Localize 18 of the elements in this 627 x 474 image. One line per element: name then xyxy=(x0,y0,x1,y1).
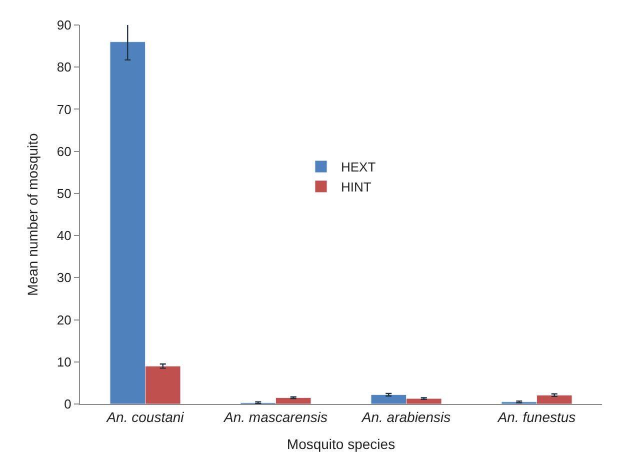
legend-label: HEXT xyxy=(341,160,376,175)
y-tick-label: 70 xyxy=(56,102,72,117)
y-tick-label: 90 xyxy=(56,18,72,33)
y-tick-label: 30 xyxy=(56,270,72,286)
x-tick-label: An. mascarensis xyxy=(223,408,328,425)
y-tick-label: 0 xyxy=(64,396,72,412)
y-tick-label: 80 xyxy=(56,60,72,75)
x-tick-label: An. funestus xyxy=(496,408,576,425)
y-tick-label: 40 xyxy=(56,228,72,244)
y-tick-label: 10 xyxy=(56,354,72,370)
x-axis-title: Mosquito species xyxy=(286,436,396,452)
x-tick-label: An. arabiensis xyxy=(360,408,451,425)
y-axis-title: Mean number of mosquito xyxy=(24,132,41,296)
legend-label: HINT xyxy=(341,180,372,195)
x-tick-label: An. coustani xyxy=(106,408,185,425)
y-tick-label: 20 xyxy=(56,312,72,328)
y-tick-label: 60 xyxy=(56,144,72,159)
y-tick-label: 50 xyxy=(56,186,72,201)
